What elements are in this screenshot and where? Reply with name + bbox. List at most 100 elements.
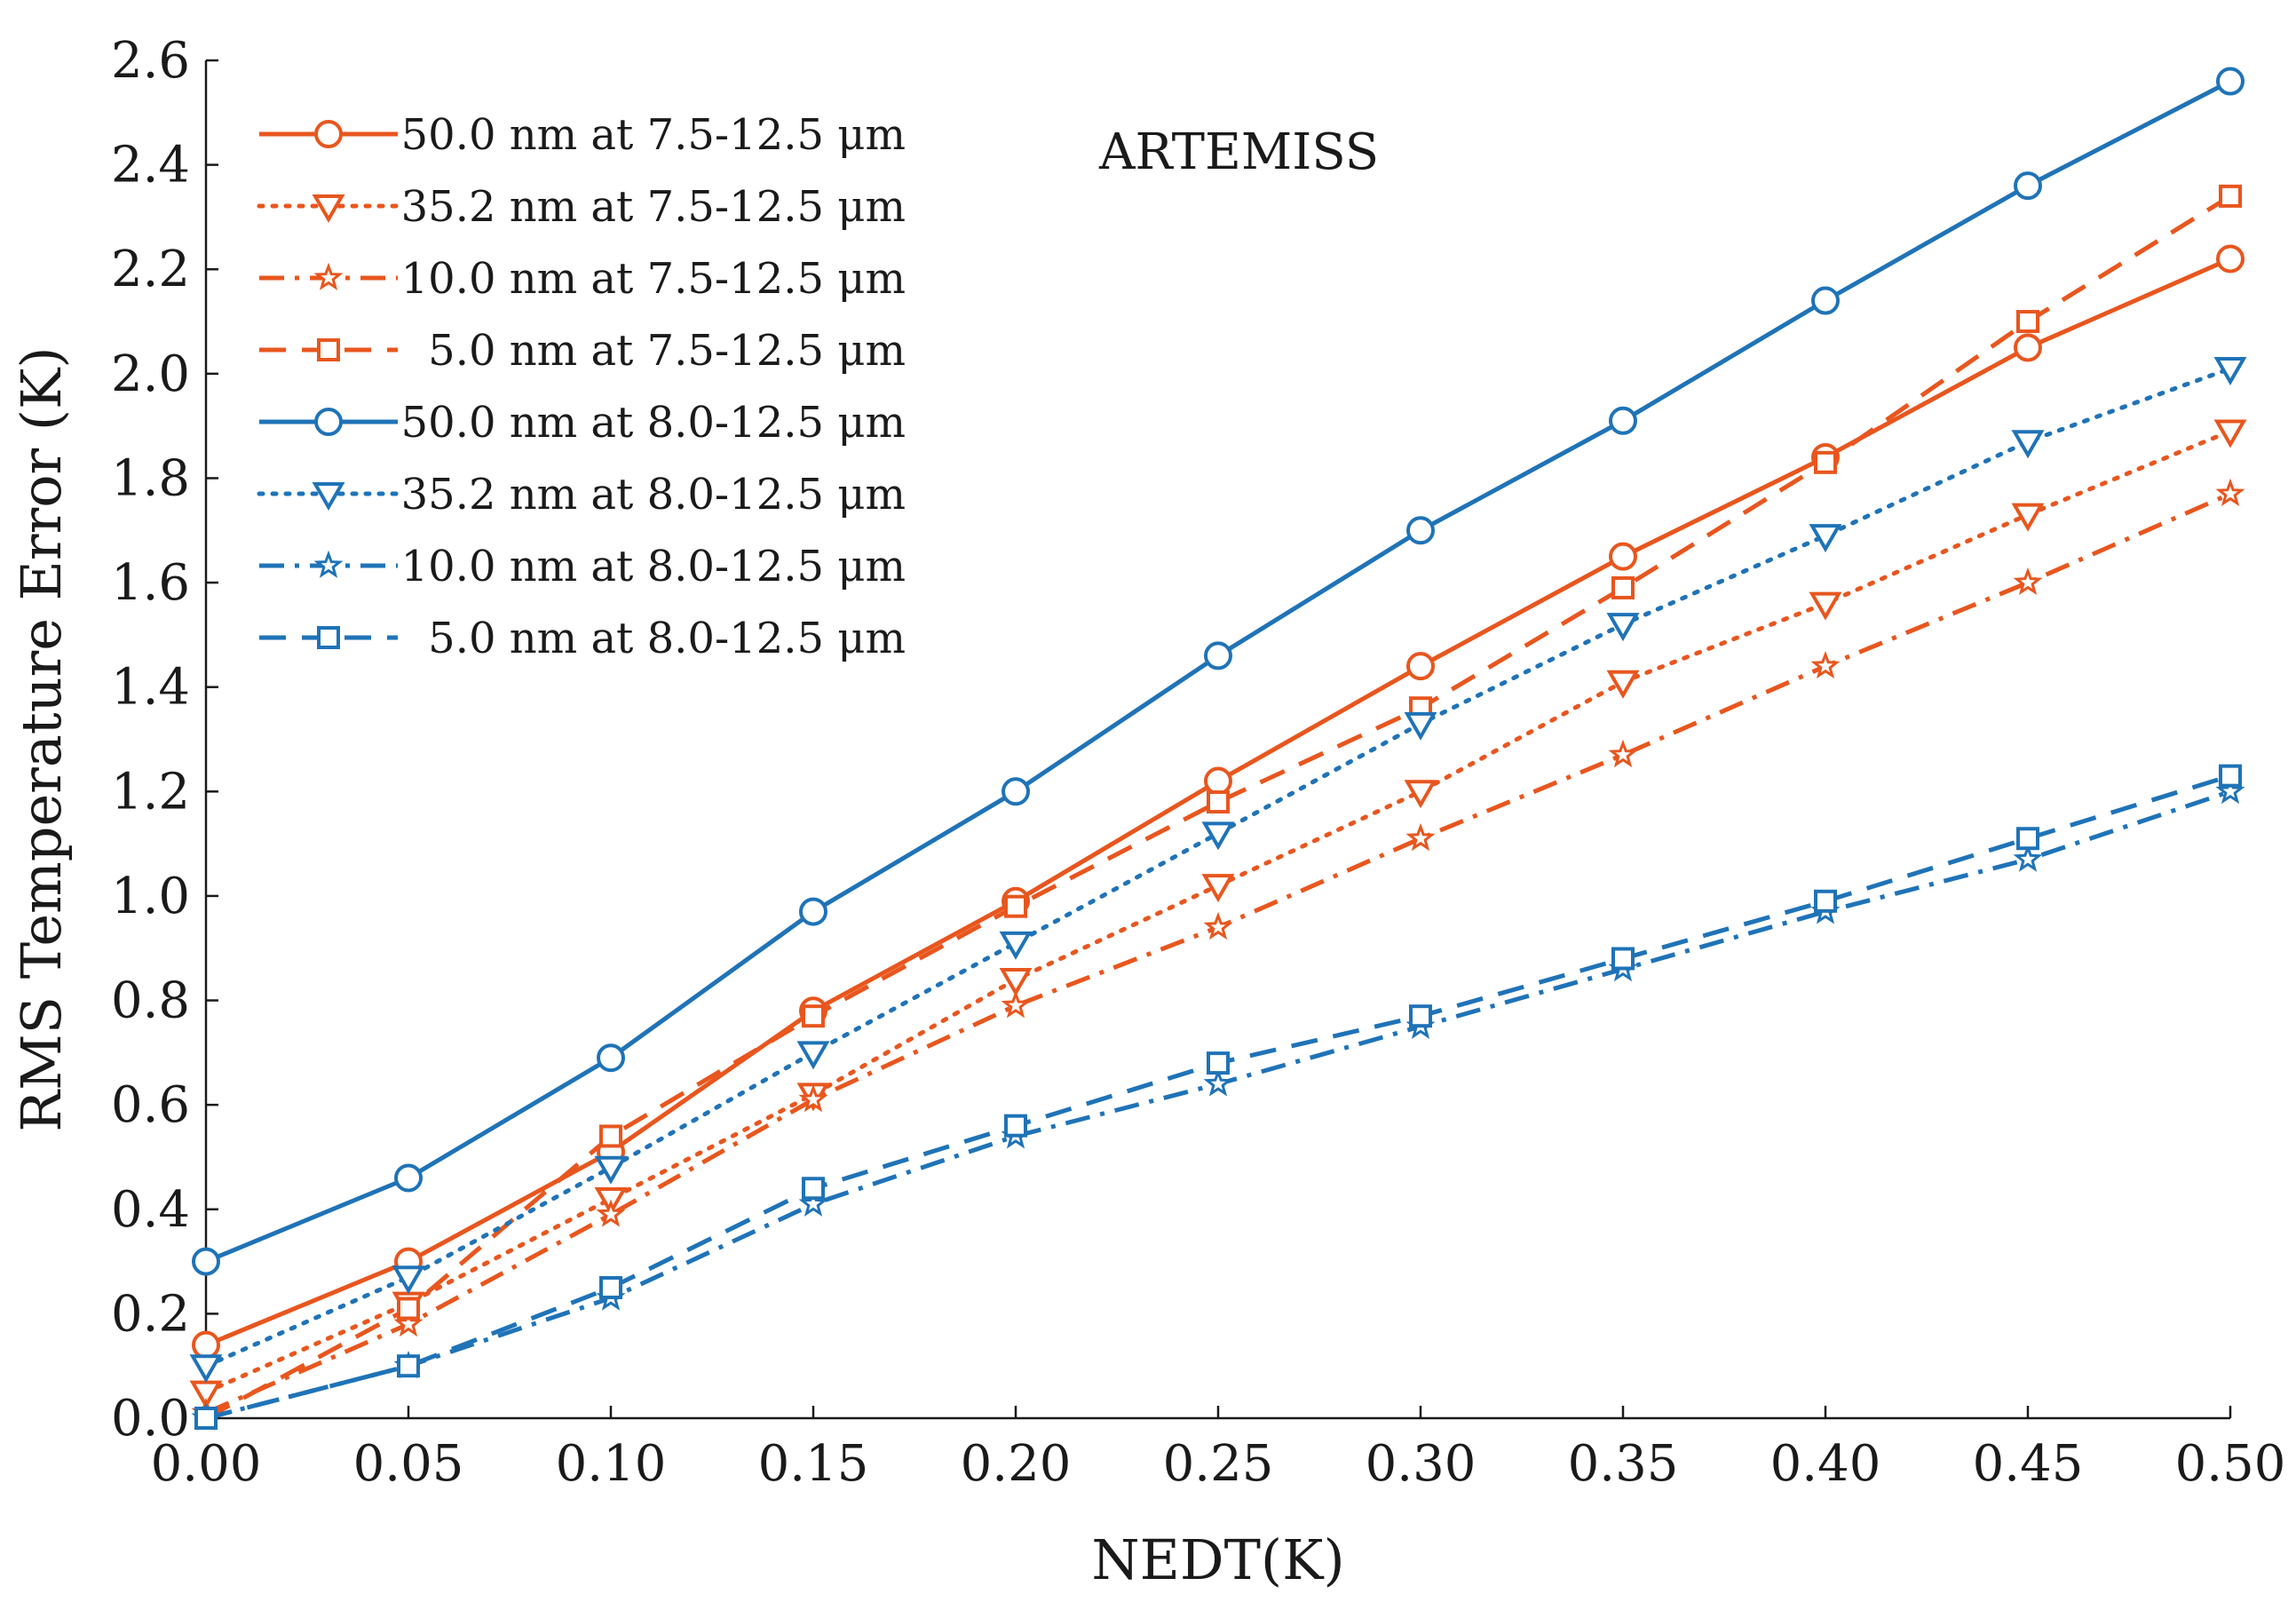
data-point xyxy=(2219,764,2242,788)
y-tick-label: 2.4 xyxy=(111,137,190,194)
data-point xyxy=(597,1043,625,1073)
data-point xyxy=(798,1188,828,1217)
data-point xyxy=(798,1084,828,1113)
data-point xyxy=(1406,652,1435,681)
x-tick-label: 0.25 xyxy=(1163,1435,1274,1493)
legend-item: 5.0 nm at 7.5-12.5 μm xyxy=(259,326,906,376)
legend-marker xyxy=(314,408,343,436)
data-point xyxy=(802,1177,825,1201)
data-point xyxy=(2219,184,2242,208)
data-point xyxy=(2213,419,2247,448)
series xyxy=(189,356,2247,1384)
legend-marker xyxy=(317,338,340,361)
data-point xyxy=(599,1275,622,1299)
data-point xyxy=(799,897,827,926)
legend-label: 50.0 nm at 8.0-12.5 μm xyxy=(401,398,906,448)
data-point xyxy=(1004,894,1027,918)
legend-label: 10.0 nm at 8.0-12.5 μm xyxy=(401,542,906,591)
legend-item: 5.0 nm at 8.0-12.5 μm xyxy=(259,614,906,663)
data-point xyxy=(1001,990,1031,1019)
data-point xyxy=(194,1407,218,1430)
data-point xyxy=(2011,430,2045,459)
x-axis-title: NEDT(K) xyxy=(1091,1527,1344,1592)
data-point xyxy=(1409,1004,1432,1028)
legend: 50.0 nm at 7.5-12.5 μm 35.2 nm at 7.5-12.… xyxy=(257,110,906,663)
legend-label: 50.0 nm at 7.5-12.5 μm xyxy=(401,110,906,160)
data-point xyxy=(596,1199,626,1227)
legend-marker xyxy=(313,262,344,290)
data-point xyxy=(1406,516,1435,545)
legend-label: 10.0 nm at 7.5-12.5 μm xyxy=(401,254,906,304)
legend-item: 50.0 nm at 8.0-12.5 μm xyxy=(259,398,906,448)
series xyxy=(191,478,2245,1426)
y-tick-label: 2.6 xyxy=(111,32,190,90)
series xyxy=(192,67,2245,1276)
legend-item: 35.2 nm at 8.0-12.5 μm xyxy=(257,470,906,520)
y-tick-label: 2.2 xyxy=(111,241,190,298)
legend-label: 5.0 nm at 8.0-12.5 μm xyxy=(428,614,906,663)
y-tick-label: 0.8 xyxy=(111,972,190,1030)
chart-annotation: ARTEMISS xyxy=(1098,123,1379,181)
y-ticks: 0.0 0.2 0.4 0.6 0.8 1.0 1.2 1.4 1.6 1.8 2.0 2.2 2.4 2… xyxy=(111,32,218,1447)
data-point xyxy=(1004,1114,1027,1138)
data-point xyxy=(2013,844,2043,872)
x-tick-label: 0.45 xyxy=(1973,1435,2084,1493)
data-point xyxy=(2213,356,2247,385)
y-tick-label: 1.6 xyxy=(111,554,190,612)
data-point xyxy=(1203,1068,1233,1097)
data-point xyxy=(397,1297,420,1321)
data-point xyxy=(397,1354,420,1378)
data-point xyxy=(394,1163,423,1193)
data-point xyxy=(1002,777,1030,806)
y-tick-label: 1.2 xyxy=(111,763,190,821)
data-point xyxy=(1611,947,1635,971)
data-point xyxy=(393,1308,424,1337)
x-tick-label: 0.05 xyxy=(353,1435,464,1493)
data-point xyxy=(1809,591,1842,621)
y-tick-label: 1.8 xyxy=(111,449,190,507)
x-tick-label: 0.50 xyxy=(2175,1435,2286,1493)
legend-label: 5.0 nm at 7.5-12.5 μm xyxy=(428,326,906,376)
legend-marker xyxy=(317,626,340,649)
legend-marker xyxy=(312,194,345,224)
x-tick-label: 0.15 xyxy=(758,1435,869,1493)
data-point xyxy=(1609,542,1637,571)
data-point xyxy=(1809,524,1842,553)
y-tick-label: 0.4 xyxy=(111,1181,190,1239)
series-group xyxy=(189,67,2247,1431)
y-tick-label: 0.0 xyxy=(111,1390,190,1447)
x-tick-label: 0.20 xyxy=(961,1435,1072,1493)
series-line xyxy=(205,773,2231,1421)
data-point xyxy=(802,1004,825,1028)
data-point xyxy=(1404,711,1437,741)
legend-item: 10.0 nm at 8.0-12.5 μm xyxy=(259,542,906,591)
data-point xyxy=(999,931,1033,960)
y-tick-label: 2.0 xyxy=(111,345,190,403)
x-tick-label: 0.00 xyxy=(151,1435,262,1493)
data-point xyxy=(192,1247,220,1276)
x-tick-label: 0.35 xyxy=(1568,1435,1679,1493)
legend-marker xyxy=(312,482,345,512)
x-ticks: 0.00 0.05 0.10 0.15 0.20 0.25 0.30 0.35 0.40 0.45… xyxy=(151,1406,2286,1493)
data-point xyxy=(2016,827,2039,851)
legend-label: 35.2 nm at 8.0-12.5 μm xyxy=(401,470,906,520)
series-line xyxy=(204,194,2232,1421)
data-point xyxy=(1203,911,1233,940)
data-point xyxy=(1811,286,1840,315)
legend-marker xyxy=(313,550,344,578)
data-point xyxy=(1204,641,1232,670)
data-point xyxy=(2216,244,2245,274)
data-point xyxy=(1608,739,1638,768)
legend-item: 10.0 nm at 7.5-12.5 μm xyxy=(259,254,906,304)
data-point xyxy=(1814,450,1837,474)
data-point xyxy=(2014,171,2042,201)
data-point xyxy=(1204,766,1232,796)
data-point xyxy=(2013,567,2043,596)
y-tick-label: 1.4 xyxy=(111,659,190,717)
y-axis-title: RMS Temperature Error (K) xyxy=(9,346,74,1131)
legend-item: 35.2 nm at 7.5-12.5 μm xyxy=(257,182,906,232)
data-point xyxy=(2215,775,2245,805)
legend-marker xyxy=(314,120,343,148)
data-point xyxy=(2216,67,2245,96)
